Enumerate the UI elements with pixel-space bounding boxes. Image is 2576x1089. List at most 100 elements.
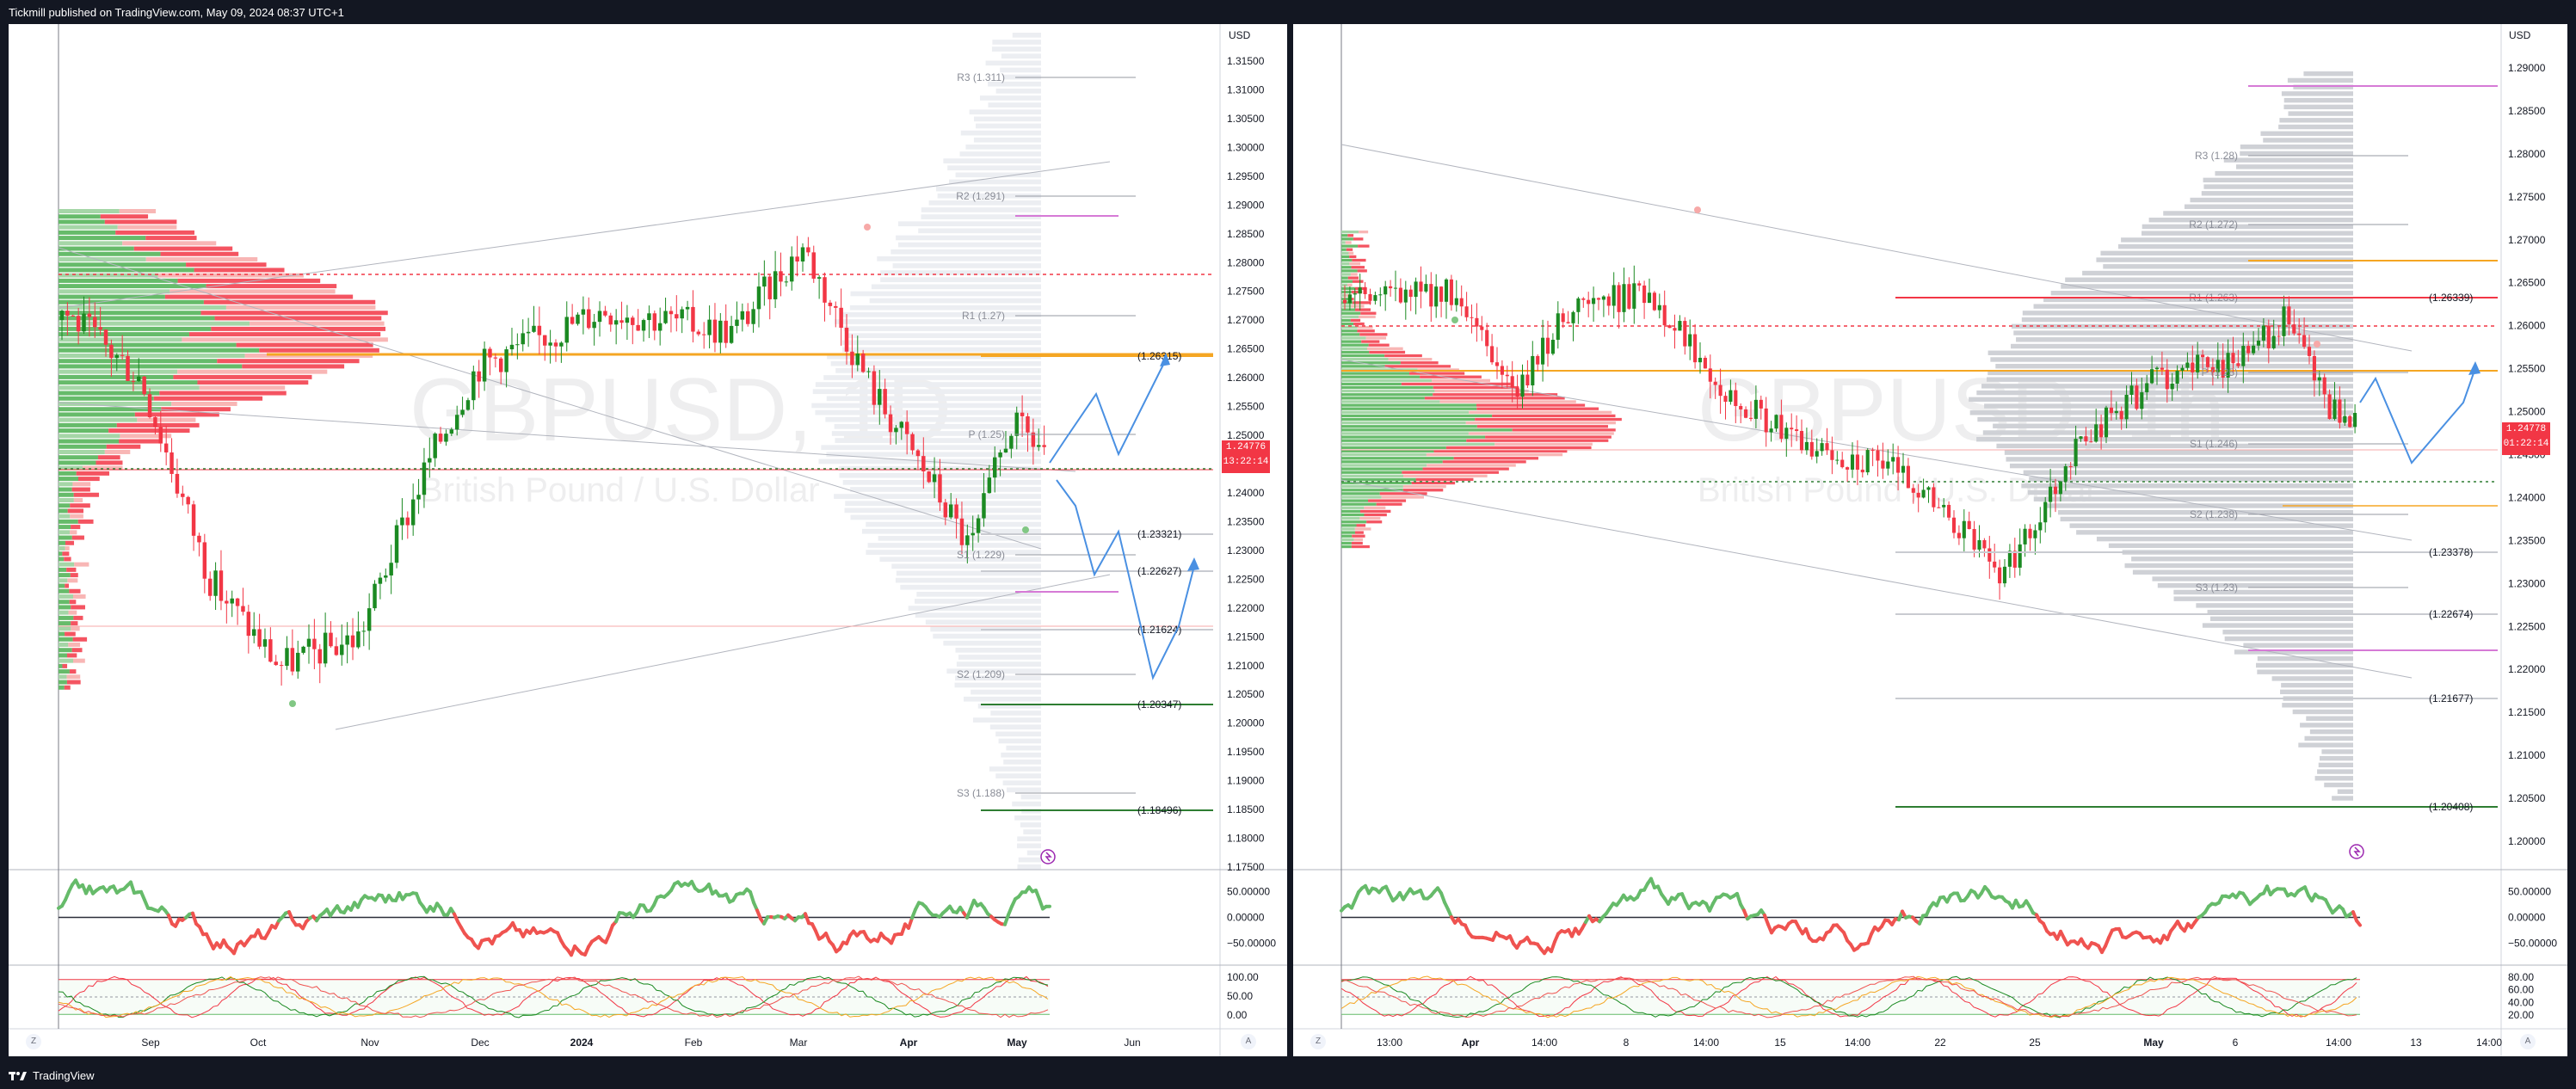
left-volume-profile-bar-up <box>59 535 72 540</box>
left-session-profile-bar <box>992 40 1041 45</box>
right-zoom-button[interactable]: Z <box>1310 1034 1326 1049</box>
right-candle-body <box>1657 305 1661 311</box>
right-candle-body <box>2104 407 2109 438</box>
right-bar-countdown: 01:22:14 <box>2503 439 2549 449</box>
left-candle-body <box>938 474 942 503</box>
left-volume-profile-bar-down <box>164 294 354 299</box>
left-candle-body <box>915 450 921 457</box>
right-volume-profile-bar-up <box>1341 262 1350 266</box>
left-candle-body <box>428 458 432 463</box>
left-osc1-segment <box>749 889 755 905</box>
right-volume-profile-bar-up <box>1341 234 1348 237</box>
right-candle-body <box>1373 295 1377 301</box>
left-session-profile-bar <box>849 305 1041 311</box>
right-trend-line <box>1340 479 2413 679</box>
right-candle-body <box>1698 357 1703 363</box>
right-session-profile-bar <box>2148 218 2353 223</box>
right-candle-body <box>1779 415 1784 440</box>
right-session-profile-bar <box>2319 755 2353 761</box>
right-trend-line <box>1340 144 2413 352</box>
left-candle-body <box>707 319 712 335</box>
right-level-label: (1.26339) <box>2429 292 2473 304</box>
left-volume-profile-bar-up <box>59 359 218 364</box>
right-session-profile-bar <box>2023 470 2353 476</box>
left-session-profile-bar <box>955 675 1041 681</box>
right-volume-profile-bar-down <box>1347 234 1354 237</box>
left-candle-body <box>696 331 701 335</box>
right-candle-body <box>1718 385 1722 397</box>
right-volume-profile-bar-down <box>1366 347 1403 350</box>
right-session-profile-bar <box>2288 111 2353 116</box>
right-volume-profile-bar-up <box>1341 509 1361 514</box>
right-candle-body <box>2180 367 2185 371</box>
right-volume-profile-bar-up <box>1341 390 1435 393</box>
left-session-profile-bar <box>880 277 1041 283</box>
left-volume-profile-bar-up <box>59 514 71 519</box>
left-trend-line <box>58 402 1076 472</box>
right-candle-body <box>2271 335 2276 348</box>
left-candle-body <box>515 344 520 346</box>
left-volume-profile-bar-down <box>171 402 237 406</box>
left-volume-profile-bar-down <box>186 262 267 268</box>
right-candle-body <box>1606 296 1611 306</box>
right-session-profile-bar <box>2337 789 2353 794</box>
left-pivot-label: S2 (1.209) <box>957 668 1005 680</box>
left-session-profile-bar <box>826 396 1041 402</box>
left-candle-body <box>675 314 679 319</box>
right-candle-body <box>1536 355 1540 365</box>
right-volume-profile-bar-down <box>1360 509 1391 514</box>
right-candle-body <box>2119 410 2123 420</box>
left-session-profile-bar <box>826 452 1041 458</box>
left-volume-profile-bar-down <box>71 535 84 540</box>
left-volume-profile-bar-down <box>200 311 388 316</box>
left-candle-body <box>532 325 536 332</box>
right-session-profile-bar <box>2298 742 2353 748</box>
left-volume-profile-bar-down <box>66 680 81 685</box>
left-session-profile-bar <box>1003 760 1041 765</box>
left-chart-panel[interactable]: GBPUSD, 1D British Pound / U.S. Dollar 1… <box>9 24 1287 1056</box>
right-volume-profile-bar-down <box>1352 301 1371 305</box>
right-volume-profile-bar-down <box>1350 318 1361 323</box>
right-chart-canvas[interactable]: 1.29000 1.28500 1.28000 1.27500 1.27000 1.265… <box>1293 24 2567 1056</box>
left-volume-profile-bar-down <box>77 477 100 482</box>
right-session-profile-bar <box>2324 782 2353 788</box>
right-session-profile-bar <box>2271 676 2353 681</box>
left-volume-profile-bar-down <box>70 573 78 578</box>
right-volume-profile-bar-down <box>1427 464 1516 467</box>
left-session-profile-bar <box>959 151 1041 157</box>
left-volume-profile-bar-down <box>115 230 194 235</box>
left-volume-profile-bar-up <box>59 273 158 278</box>
left-volume-profile-bar-down <box>116 422 200 428</box>
right-candle-body <box>2033 530 2037 538</box>
right-volume-profile-bar-down <box>1485 435 1612 439</box>
right-pivot-label: R2 (1.272) <box>2189 218 2238 231</box>
left-volume-profile-bar-up <box>59 615 74 620</box>
right-candle-body <box>2205 357 2210 367</box>
left-volume-profile-bar-down <box>64 557 71 562</box>
left-auto-scale-button[interactable]: A <box>1241 1034 1256 1049</box>
right-volume-profile-bar-up <box>1341 474 1404 477</box>
left-volume-profile-bar-down <box>72 482 91 487</box>
right-volume-profile-bar-up <box>1341 527 1355 531</box>
right-candle-body <box>1753 399 1758 419</box>
right-candle-body <box>2049 486 2053 502</box>
left-price-tick: 1.22500 <box>1227 573 1265 585</box>
right-chart-panel[interactable]: GBPUSD, 1h British Pound / U.S. Dollar 1… <box>1293 24 2567 1056</box>
left-candle-body <box>103 329 108 345</box>
right-volume-profile-bar-down <box>1357 329 1375 333</box>
right-session-profile-bar <box>1976 390 2353 396</box>
left-chart-canvas[interactable]: 1.31500 1.31000 1.30500 1.30000 1.29500 1.290… <box>9 24 1287 1056</box>
right-candle-body <box>1876 450 1880 461</box>
left-volume-profile-bar-down <box>96 460 123 465</box>
right-candle-body <box>1454 298 1458 305</box>
right-candle-body <box>2252 345 2256 354</box>
right-volume-profile-bar-down <box>1379 492 1427 495</box>
right-auto-scale-button[interactable]: A <box>2520 1034 2536 1049</box>
right-candle-body <box>1748 417 1753 419</box>
left-session-profile-bar <box>1001 752 1041 758</box>
left-zoom-button[interactable]: Z <box>26 1034 41 1049</box>
right-session-profile-bar <box>2309 729 2353 735</box>
left-candle-body <box>163 443 169 452</box>
right-candle-body <box>2084 436 2088 442</box>
right-candle-body <box>1434 286 1439 307</box>
